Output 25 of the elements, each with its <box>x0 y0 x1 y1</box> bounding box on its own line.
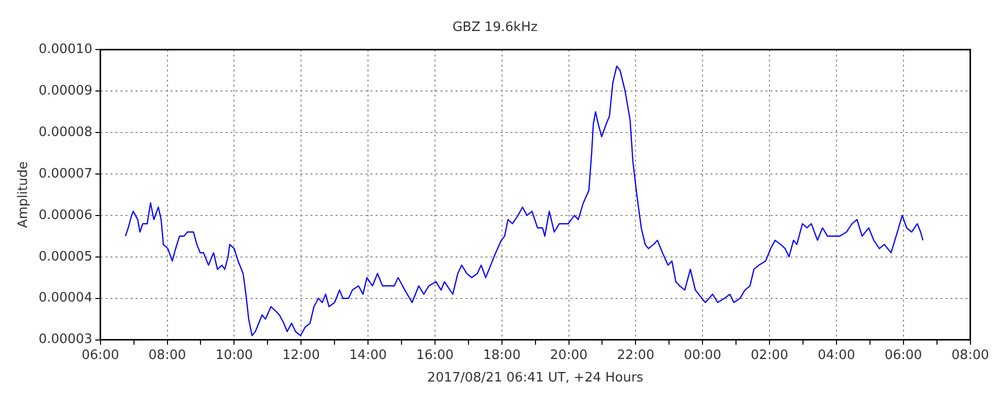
y-tick-label: 0.00008 <box>38 124 92 140</box>
y-axis-title: Amplitude <box>16 161 32 228</box>
x-tick-label: 04:00 <box>818 348 856 363</box>
y-tick-label: 0.00007 <box>38 166 92 182</box>
x-tick-label: 14:00 <box>349 348 387 363</box>
y-tick-label: 0.00005 <box>38 249 92 264</box>
x-tick-label: 10:00 <box>215 348 253 363</box>
x-tick-label: 06:00 <box>884 348 922 363</box>
x-tick-label: 18:00 <box>483 348 521 363</box>
y-tick-label: 0.00010 <box>38 42 92 57</box>
y-tick-label: 0.00009 <box>38 83 92 98</box>
chart-title: GBZ 19.6kHz <box>452 20 538 36</box>
y-tick-label: 0.00004 <box>38 290 92 306</box>
x-tick-label: 00:00 <box>684 348 722 363</box>
x-tick-label: 12:00 <box>282 348 320 363</box>
y-tick-label: 0.00006 <box>38 208 92 223</box>
x-tick-label: 06:00 <box>82 348 120 363</box>
x-tick-label: 08:00 <box>952 348 989 363</box>
x-tick-label: 08:00 <box>148 348 186 363</box>
x-tick-label: 20:00 <box>550 348 588 363</box>
y-tick-label: 0.00003 <box>38 332 92 348</box>
x-tick-label: 02:00 <box>750 348 788 363</box>
x-tick-label: 22:00 <box>616 348 654 363</box>
x-axis-title: 2017/08/21 06:41 UT, +24 Hours <box>427 370 644 386</box>
x-tick-label: 16:00 <box>416 348 454 363</box>
